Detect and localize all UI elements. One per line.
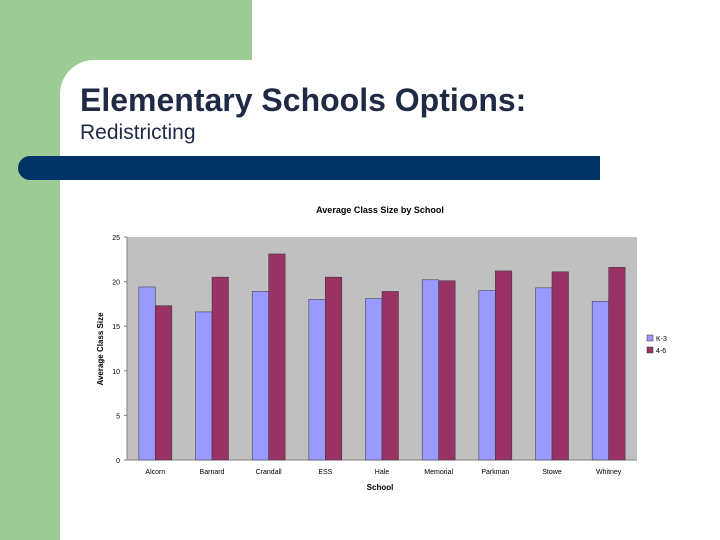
- bar-4-6-Parkman: [495, 270, 513, 461]
- title-divider-bar: [18, 156, 600, 180]
- y-tick-label: 15: [112, 324, 120, 331]
- bar-4-6-Hale: [381, 291, 399, 461]
- bar-K-3-Memorial: [421, 279, 439, 461]
- y-tick-label: 10: [112, 369, 120, 376]
- slide-subtitle: Redistricting: [80, 121, 196, 144]
- x-tick-label: Alcorn: [145, 469, 165, 476]
- bar-K-3-Barnard: [195, 311, 213, 461]
- legend: K-3 4-6: [646, 334, 667, 355]
- bar-4-6-Memorial: [438, 280, 456, 461]
- x-tick-label: Barnard: [200, 469, 225, 476]
- slide-title: Elementary Schools Options:: [80, 82, 527, 118]
- bar-K-3-ESS: [308, 299, 326, 461]
- bar-4-6-Stowe: [551, 271, 569, 461]
- bar-K-3-Alcorn: [138, 286, 156, 461]
- bar-K-3-Stowe: [535, 287, 553, 461]
- y-tick-label: 20: [112, 280, 120, 287]
- bar-K-3-Hale: [365, 298, 383, 461]
- bar-K-3-Parkman: [478, 290, 496, 461]
- legend-label: 4-6: [656, 348, 666, 355]
- bar-4-6-Whitney: [608, 267, 626, 461]
- x-tick-label: Parkman: [481, 469, 509, 476]
- y-tick-labels: 0 5 10 15 20 25: [112, 235, 127, 465]
- x-tick-labels: Alcorn Barnard Crandall ESS Hale Memorial Park…: [145, 469, 621, 476]
- bar-4-6-Alcorn: [155, 305, 173, 461]
- x-tick-label: Memorial: [424, 469, 453, 476]
- legend-label: K-3: [656, 336, 667, 343]
- legend-swatch: [646, 346, 654, 354]
- x-axis-label: School: [367, 483, 394, 492]
- y-tick-label: 0: [116, 458, 120, 465]
- bar-4-6-ESS: [325, 276, 343, 461]
- y-tick-label: 25: [112, 235, 120, 242]
- y-tick-label: 5: [116, 413, 120, 420]
- y-axis-label: Average Class Size: [96, 312, 105, 386]
- green-left-strip: [0, 0, 60, 540]
- x-tick-label: Crandall: [256, 469, 283, 476]
- bars-group: [138, 253, 626, 461]
- legend-swatch: [646, 334, 654, 342]
- bar-K-3-Crandall: [251, 291, 269, 461]
- bar-4-6-Barnard: [211, 276, 229, 461]
- chart-title: Average Class Size by School: [316, 205, 444, 215]
- x-tick-label: Stowe: [542, 469, 562, 476]
- x-tick-label: Whitney: [596, 469, 622, 476]
- bar-K-3-Whitney: [591, 300, 609, 461]
- bar-4-6-Crandall: [268, 253, 286, 461]
- x-tick-label: ESS: [318, 469, 332, 476]
- x-tick-label: Hale: [375, 469, 390, 476]
